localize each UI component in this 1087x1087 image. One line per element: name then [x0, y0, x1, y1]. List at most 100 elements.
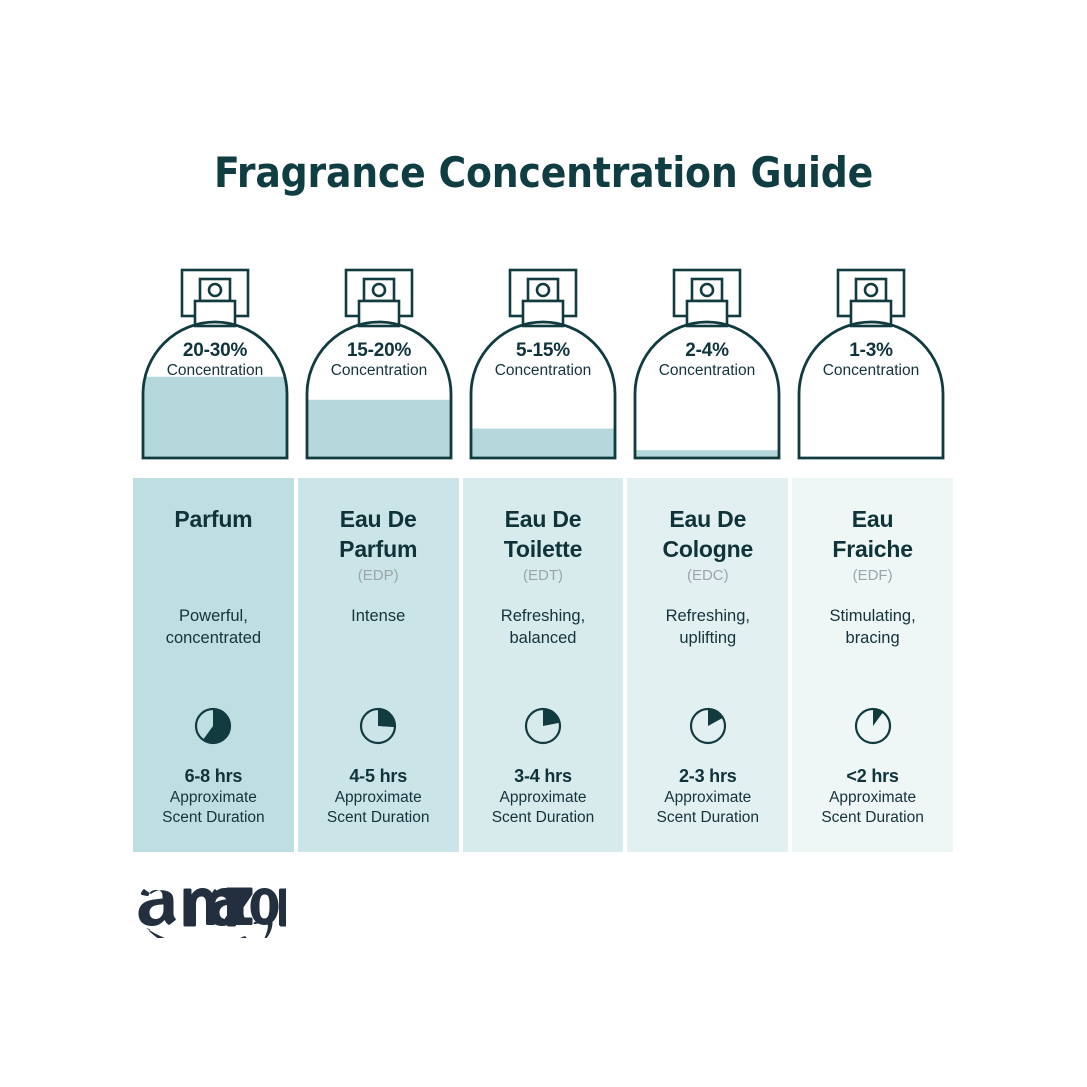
scent-duration: 6-8 hrs Approximate Scent Duration: [133, 765, 294, 828]
bottle-body: [141, 320, 289, 460]
nozzle-button: [863, 282, 879, 298]
clock-icon: [195, 707, 232, 745]
duration-label-line1: Approximate: [169, 789, 257, 807]
nozzle-button: [207, 282, 223, 298]
fragrance-card-2[interactable]: Eau De Parfum (EDP) Intense 4-5 hrs Approxima…: [297, 478, 459, 852]
description-line2: uplifting: [679, 628, 737, 647]
description-line1: Stimulating,: [829, 607, 916, 625]
fragrance-name: Eau De Cologne: [662, 504, 753, 565]
duration-value: 4-5 hrs: [349, 766, 408, 786]
duration-label-line2: Scent Duration: [491, 809, 595, 827]
duration-label-line2: Scent Duration: [656, 809, 760, 827]
fragrance-description: Stimulating, bracing: [792, 606, 953, 650]
scent-duration: <2 hrs Approximate Scent Duration: [792, 765, 953, 828]
clock-wrap: [627, 705, 788, 747]
page-title: Fragrance Concentration Guide: [213, 148, 874, 197]
clock-wedge: [542, 709, 560, 726]
description-line1: Refreshing,: [665, 607, 750, 625]
clock-icon: [854, 707, 891, 745]
card-row: Parfum Powerful, concentrated 6-8 hrs Approx…: [133, 478, 953, 852]
clock-wrap: [463, 705, 624, 747]
bottle-icon: [633, 268, 781, 460]
clock-wedge: [203, 709, 231, 743]
fragrance-name-line2: Fraiche: [832, 536, 913, 563]
scent-duration: 2-3 hrs Approximate Scent Duration: [627, 765, 788, 828]
fragrance-name-line2: Parfum: [339, 536, 418, 563]
clock-icon: [524, 707, 562, 745]
duration-value: 6-8 hrs: [184, 766, 243, 786]
bottle-icon: [305, 268, 453, 460]
description-line2: concentrated: [165, 628, 262, 647]
clock-wedge: [707, 709, 723, 726]
duration-value: 2-3 hrs: [678, 766, 737, 786]
fragrance-name-line1: Eau De: [669, 506, 747, 532]
fragrance-name: Eau Fraiche: [832, 504, 913, 565]
clock-wrap: [298, 705, 459, 747]
bottle-4: 2-4% Concentration: [625, 262, 789, 467]
bottle-body: [797, 320, 945, 460]
duration-label-line1: Approximate: [664, 789, 752, 807]
bottle-body: [305, 320, 453, 460]
fragrance-name: Parfum: [174, 504, 252, 534]
clock-icon: [360, 707, 397, 745]
bottle-liquid: [307, 399, 451, 458]
duration-value: 3-4 hrs: [514, 766, 572, 786]
fragrance-name-line2: Cologne: [662, 536, 754, 563]
nozzle-button: [535, 282, 551, 298]
clock-icon: [689, 707, 726, 745]
scent-duration: 3-4 hrs Approximate Scent Duration: [463, 765, 624, 828]
bottle-2: 15-20% Concentration: [297, 262, 461, 467]
fragrance-description: Refreshing, balanced: [463, 606, 624, 650]
bottle-5: 1-3% Concentration: [789, 262, 953, 467]
duration-label-line1: Approximate: [499, 789, 587, 807]
scent-duration: 4-5 hrs Approximate Scent Duration: [298, 765, 459, 828]
bottle-liquid: [143, 376, 287, 458]
fragrance-description: Refreshing, uplifting: [627, 606, 788, 650]
duration-label-line1: Approximate: [334, 789, 422, 807]
bottle-icon: [469, 268, 617, 460]
clock-wrap: [792, 705, 953, 747]
fragrance-name-line1: Eau De: [339, 506, 417, 532]
fragrance-name-line1: Eau: [851, 506, 894, 532]
bottle-liquid: [635, 450, 779, 458]
duration-label-line2: Scent Duration: [821, 809, 924, 827]
fragrance-name-line1: Eau De: [504, 506, 582, 532]
nozzle-button: [371, 282, 387, 298]
nozzle-button: [699, 282, 715, 298]
fragrance-abbreviation: (EDC): [686, 566, 729, 584]
duration-label-line2: Scent Duration: [162, 809, 265, 827]
clock-wrap: [133, 705, 294, 747]
clock-wedge: [872, 709, 883, 726]
bottle-row: 20-30% Concentration 15-20% Concentration 5-…: [133, 262, 953, 467]
fragrance-name-line1: Parfum: [174, 506, 253, 532]
fragrance-card-5[interactable]: Eau Fraiche (EDF) Stimulating, bracing <2 hrs…: [792, 478, 953, 852]
fragrance-name: Eau De Toilette: [503, 504, 583, 565]
amazon-logo: [136, 876, 309, 953]
bottle-1: 20-30% Concentration: [133, 262, 297, 467]
fragrance-description: Powerful, concentrated: [133, 606, 294, 650]
fragrance-card-3[interactable]: Eau De Toilette (EDT) Refreshing, balanced 3-…: [462, 478, 624, 852]
fragrance-card-4[interactable]: Eau De Cologne (EDC) Refreshing, uplifting 2-…: [627, 478, 789, 852]
duration-label-line2: Scent Duration: [326, 809, 430, 827]
fragrance-abbreviation: (EDP): [357, 566, 399, 584]
duration-label-line1: Approximate: [829, 789, 917, 807]
fragrance-name: Eau De Parfum: [339, 504, 417, 565]
fragrance-description: Intense: [298, 606, 459, 628]
bottle-liquid: [471, 428, 615, 458]
fragrance-card-1[interactable]: Parfum Powerful, concentrated 6-8 hrs Approx…: [133, 478, 294, 852]
clock-wedge: [378, 709, 396, 728]
bottle-3: 5-15% Concentration: [461, 262, 625, 467]
duration-value: <2 hrs: [846, 766, 899, 786]
bottle-icon: [141, 268, 289, 460]
fragrance-name-line2: Toilette: [503, 536, 583, 563]
description-line1: Powerful,: [179, 607, 248, 625]
fragrance-abbreviation: (EDT): [522, 566, 563, 584]
bottle-body: [633, 320, 781, 460]
description-line1: Intense: [351, 607, 406, 625]
description-line2: balanced: [509, 628, 577, 647]
bottle-icon: [797, 268, 945, 460]
bottle-body: [469, 320, 617, 460]
fragrance-abbreviation: (EDF): [852, 566, 893, 584]
description-line1: Refreshing,: [500, 607, 586, 625]
